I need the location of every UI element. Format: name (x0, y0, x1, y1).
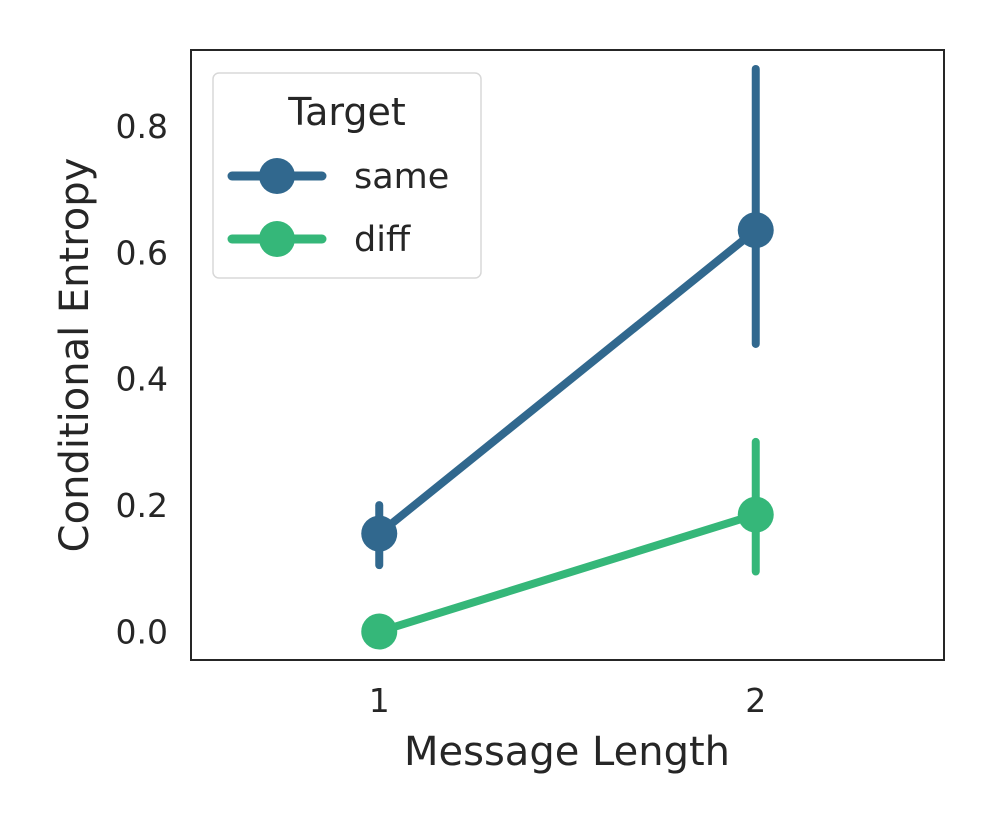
y-tick-label: 0.4 (116, 360, 168, 399)
data-point-same-1 (361, 515, 398, 552)
series-line-same (375, 226, 760, 538)
plot-marks (361, 64, 774, 650)
y-axis-label: Conditional Entropy (52, 158, 98, 553)
legend-marker-diff (259, 221, 295, 257)
legend: Target same diff (212, 72, 482, 279)
y-tick-label: 0.6 (116, 233, 168, 272)
y-tick-label: 0.0 (116, 613, 168, 652)
x-tick-label: 1 (369, 681, 390, 720)
data-point-diff-1 (361, 613, 398, 650)
legend-title: Target (287, 90, 406, 134)
y-axis-ticks: 0.0 0.2 0.4 0.6 0.8 (116, 107, 168, 652)
y-tick-label: 0.8 (116, 107, 168, 146)
legend-label-same: same (354, 157, 449, 197)
plot-frame (190, 49, 945, 661)
y-tick-label: 0.2 (116, 486, 168, 525)
legend-items: same diff (227, 157, 449, 260)
data-point-same-2 (737, 212, 774, 249)
series-line-diff (375, 510, 760, 636)
legend-marker-same (259, 158, 295, 194)
legend-label-diff: diff (354, 220, 411, 260)
data-point-diff-2 (737, 496, 774, 533)
x-axis-label: Message Length (404, 729, 730, 775)
x-tick-label: 2 (745, 681, 766, 720)
